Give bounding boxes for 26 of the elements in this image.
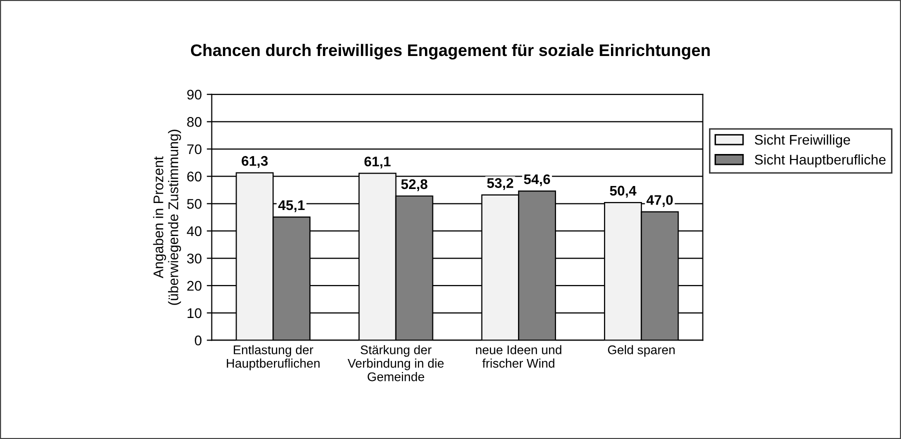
- data-label: 61,3: [242, 156, 268, 168]
- y-tick-label: 90: [187, 90, 202, 100]
- x-tick-label: neue Ideen und frischer Wind: [476, 345, 562, 368]
- y-tick-label: 50: [187, 198, 202, 209]
- y-tick-label: 30: [187, 254, 202, 264]
- y-tick-label: 80: [187, 117, 202, 127]
- y-tick-label: 0: [194, 336, 202, 346]
- legend-label: Sicht Freiwillige: [754, 134, 850, 148]
- y-tick-label: 70: [187, 144, 202, 154]
- chart-title: Chancen durch freiwilliges Engagement für soziale Einrichtungen: [190, 44, 710, 60]
- y-tick-label: 40: [186, 226, 202, 236]
- data-label: 53,2: [487, 178, 514, 190]
- y-tick-label: 60: [187, 172, 202, 182]
- data-label: 50,4: [610, 186, 636, 198]
- y-tick-label: 10: [188, 308, 202, 318]
- x-tick-label: Stärkung der Verbindung in die Gemeinde: [348, 345, 444, 382]
- legend-label: Sicht Hauptberufliche: [754, 154, 886, 168]
- data-label: 52,8: [401, 179, 428, 192]
- data-label: 54,6: [524, 174, 550, 186]
- x-tick-label: Geld sparen: [608, 345, 675, 357]
- x-tick-label: Entlastung der Hauptberuflichen: [226, 345, 320, 370]
- data-label: 47,0: [646, 195, 673, 207]
- data-label: 45,1: [278, 200, 305, 212]
- y-tick-label: 20: [187, 280, 202, 291]
- y-axis-title: Angaben in Prozent (überwiegende Zustimmung): [153, 130, 182, 305]
- data-label: 61,1: [364, 156, 391, 168]
